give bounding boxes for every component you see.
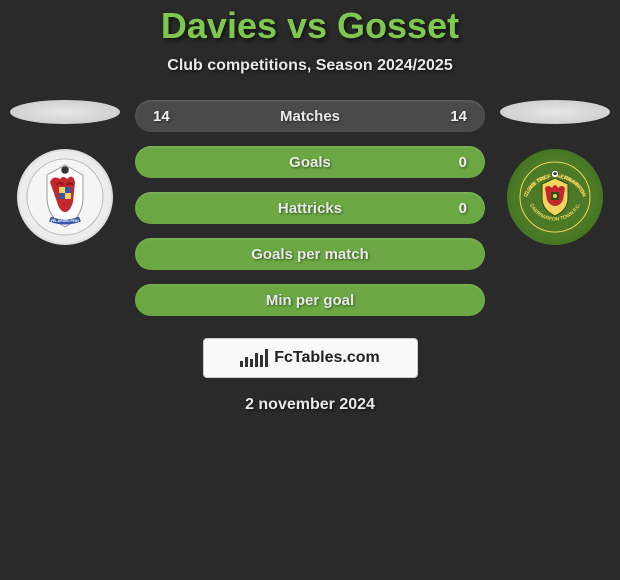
stat-label: Goals per match [251, 246, 369, 263]
club-crest-left-icon: PÊL-DROED PENY [25, 157, 105, 237]
stat-bar-goals-per-match: Goals per match [135, 238, 485, 270]
brand-logo-text: FcTables.com [274, 349, 380, 367]
stat-right-value: 14 [449, 108, 467, 125]
club-badge-left: PÊL-DROED PENY [17, 149, 113, 245]
player-right-column: CLWB TREF CAERNARFON CLWB TREF CAERNARFO… [495, 100, 615, 245]
club-crest-right-icon: CLWB TREF CAERNARFON CLWB TREF CAERNARFO… [512, 154, 598, 240]
stat-bar-min-per-goal: Min per goal [135, 284, 485, 316]
svg-text:PÊL-DROED PENY: PÊL-DROED PENY [51, 218, 80, 223]
stat-label: Hattricks [278, 200, 342, 217]
stat-label: Goals [289, 154, 331, 171]
subtitle: Club competitions, Season 2024/2025 [167, 57, 452, 75]
chart-bars-icon [240, 349, 268, 367]
comparison-row: PÊL-DROED PENY 14 Matches 14 Goals 0 Hat… [0, 100, 620, 316]
brand-logo-box[interactable]: FcTables.com [203, 338, 418, 378]
stat-bar-hattricks: Hattricks 0 [135, 192, 485, 224]
stats-column: 14 Matches 14 Goals 0 Hattricks 0 Goals … [135, 100, 485, 316]
stat-bar-goals: Goals 0 [135, 146, 485, 178]
player-right-avatar-placeholder [500, 100, 610, 124]
club-badge-right: CLWB TREF CAERNARFON CLWB TREF CAERNARFO… [507, 149, 603, 245]
stat-bar-matches: 14 Matches 14 [135, 100, 485, 132]
player-left-column: PÊL-DROED PENY [5, 100, 125, 245]
stat-label: Matches [280, 108, 340, 125]
page-title: Davies vs Gosset [161, 5, 459, 47]
stat-left-value: 14 [153, 108, 171, 125]
stat-right-value: 0 [449, 200, 467, 217]
date-line: 2 november 2024 [245, 396, 375, 414]
stat-right-value: 0 [449, 154, 467, 171]
player-left-avatar-placeholder [10, 100, 120, 124]
stat-label: Min per goal [266, 292, 354, 309]
